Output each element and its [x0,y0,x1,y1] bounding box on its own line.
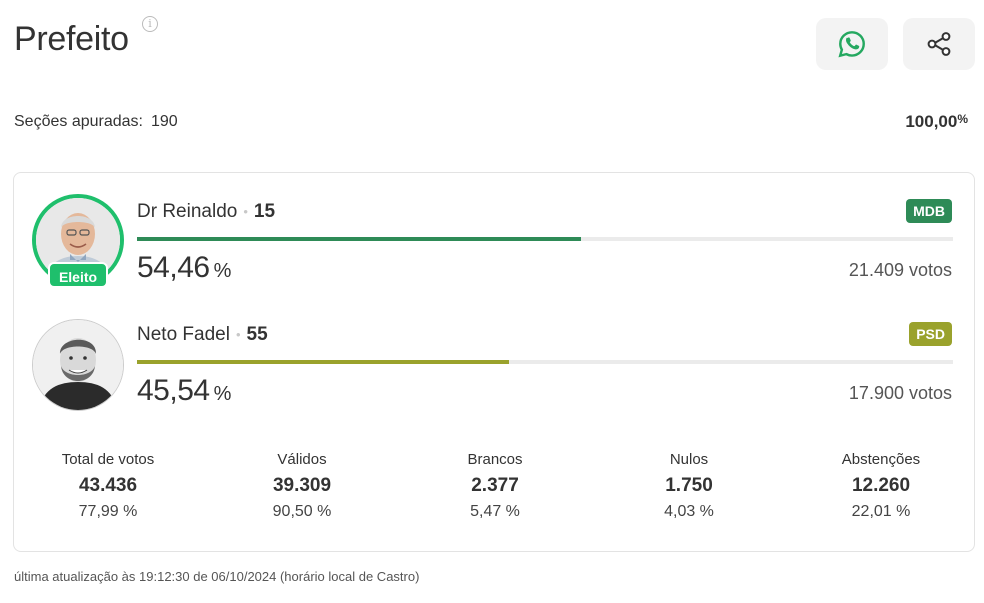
share-button[interactable] [903,18,975,70]
secoes-apuradas: Seções apuradas: 190 [14,113,178,131]
vote-bar-track [137,360,953,364]
stat-nulos: Nulos 1.750 4,03 % [599,451,779,521]
vote-bar-track [137,237,953,241]
candidate-votes: 17.900 votos [848,383,952,403]
candidate-percent-value: 45,54 [137,374,210,407]
party-badge: MDB [906,199,952,223]
secoes-value: 190 [150,113,178,130]
party-badge: PSD [909,322,952,346]
apuracao-percent-value: 100,00 [905,112,958,131]
apuracao-percent-symbol: % [957,112,968,126]
stat-value: 2.377 [471,475,519,496]
stat-brancos: Brancos 2.377 5,47 % [405,451,585,521]
page-title: Prefeito [14,20,129,58]
candidate-percent-value: 54,46 [137,251,210,284]
stat-label: Abstenções [841,451,921,468]
stat-value: 43.436 [78,475,138,496]
candidate-votes: 21.409 votos [848,260,952,280]
whatsapp-icon [838,31,865,58]
stat-label: Nulos [669,451,709,468]
stat-label: Total de votos [61,451,155,468]
results-card: Eleito Dr Reinaldo • 15 MDB 54,46% 21.409 … [13,172,975,552]
elected-badge: Eleito [48,262,108,288]
candidate-avatar [32,319,124,411]
candidate-number: 15 [253,201,276,222]
info-icon[interactable]: i [142,16,158,32]
apuracao-percent: 100,00% [905,112,968,132]
stat-label: Brancos [467,451,523,468]
share-icon [927,32,951,56]
candidate-name: Neto Fadel [137,324,230,345]
candidate-name-line: Neto Fadel • 55 [137,324,268,346]
stat-percent: 77,99 % [78,503,138,520]
separator-dot: • [235,327,241,343]
stat-label: Válidos [277,451,327,468]
candidate-percent-symbol: % [213,260,232,282]
stat-percent: 90,50 % [272,503,332,520]
candidate-percent-symbol: % [213,383,232,405]
candidate-number: 55 [246,324,268,345]
stat-percent: 22,01 % [851,503,911,520]
stat-value: 1.750 [665,475,713,496]
stat-validos: Válidos 39.309 90,50 % [212,451,392,521]
vote-bar-fill [137,360,509,364]
candidate-percent: 54,46% [137,251,231,285]
vote-bar-fill [137,237,582,241]
candidate-percent: 45,54% [137,374,231,408]
separator-dot: • [243,204,248,220]
stat-total-votos: Total de votos 43.436 77,99 % [18,451,198,521]
whatsapp-button[interactable] [816,18,888,70]
secoes-label: Seções apuradas: [14,113,143,130]
candidate-name: Dr Reinaldo [137,201,238,222]
last-update-note: última atualização às 19:12:30 de 06/10/… [14,569,420,584]
stat-value: 39.309 [272,475,332,496]
stat-percent: 5,47 % [470,503,520,520]
stat-abstencoes: Abstenções 12.260 22,01 % [791,451,971,521]
vote-stats: Total de votos 43.436 77,99 % Válidos 39… [14,451,974,531]
stat-value: 12.260 [851,475,911,496]
candidate-name-line: Dr Reinaldo • 15 [137,201,275,223]
stat-percent: 4,03 % [664,503,714,520]
